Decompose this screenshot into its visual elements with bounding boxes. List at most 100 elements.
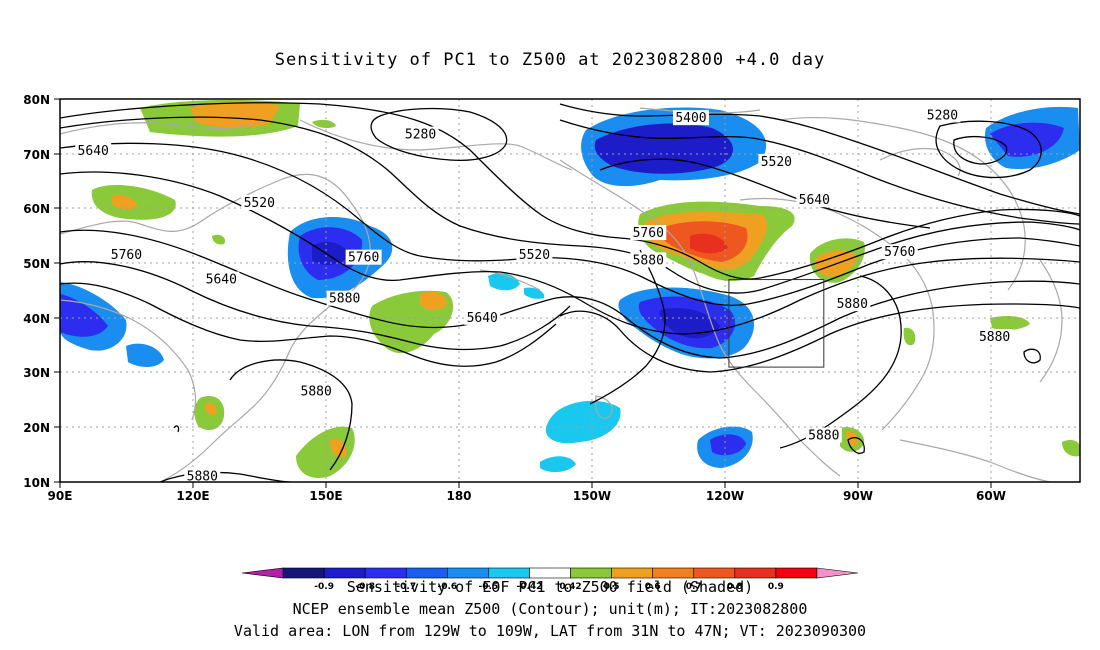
contour-label: 5760: [111, 248, 142, 263]
contour-label: 5640: [206, 273, 237, 288]
lat-tick-label: 60N: [23, 202, 50, 216]
colorbar-high-arrow: [816, 567, 859, 579]
contour-labels: 5280 5400 5280 5640 5520 5520 5640 5760 5760 5760…: [75, 107, 1013, 485]
colorbar-tick-label: 0.6: [645, 582, 661, 592]
contour-label-bg: [326, 290, 363, 306]
contour-label: 5880: [979, 330, 1010, 345]
contour-label-bg: [758, 153, 795, 169]
colorbar-swatch: [405, 567, 448, 579]
colorbar-tick-label: -0.9: [314, 582, 334, 592]
lat-tick-label: 10N: [23, 476, 50, 490]
contour-label-bg: [241, 194, 278, 210]
contour-label-bg: [108, 246, 145, 262]
lat-tick-label: 50N: [23, 257, 50, 271]
lon-tick-label: 60W: [976, 489, 1006, 503]
contour-label: 5880: [808, 428, 839, 443]
footer-line-1: Sensitivity of EOF PC1 to Z500 field (Sh…: [346, 578, 754, 596]
colorbar-tick-label: -0.7: [396, 582, 416, 592]
contour-label-bg: [402, 126, 439, 142]
map-title: Sensitivity of PC1 to Z500 at 2023082800…: [274, 50, 826, 70]
contour-label-bg: [805, 427, 842, 443]
colorbar-tick-label: -0.5: [479, 582, 499, 592]
colorbar-swatch: [775, 567, 818, 579]
lat-tick-label: 30N: [23, 366, 50, 380]
valid-area-box: [728, 279, 825, 368]
colorbar-swatch: [447, 567, 489, 579]
contour-label: 5520: [761, 155, 792, 170]
tick-marks: [54, 98, 992, 488]
contour-label: 5640: [799, 193, 830, 208]
lat-tick-label: 20N: [23, 421, 50, 435]
colorbar: -0.9 -0.8 -0.7 -0.6 -0.5 -0.42 0.42 0.5 0.6 0.7 0.…: [241, 567, 859, 592]
contour-label: 5400: [675, 111, 706, 126]
colorbar-swatch: [529, 567, 571, 579]
contour-label-bg: [345, 249, 382, 265]
contour-label-bg: [630, 225, 667, 241]
contour-label: 5880: [329, 292, 360, 307]
colorbar-tick-label: 0.42: [559, 582, 581, 592]
contour-label-bg: [672, 110, 709, 126]
lat-tick-label: 40N: [23, 312, 50, 326]
contour-label: 5880: [837, 297, 868, 312]
sensitivity-shading: [60, 99, 1080, 478]
colorbar-tick-label: -0.8: [355, 582, 375, 592]
lon-tick-label: 120W: [706, 489, 744, 503]
colorbar-swatch: [734, 567, 777, 579]
contour-label: 5280: [405, 128, 436, 143]
lon-tick-labels: 90E 120E 150E 180 150W 120W 90W 60W: [48, 489, 1006, 503]
contour-label-bg: [976, 329, 1013, 345]
contour-label: 5640: [467, 311, 498, 326]
lat-tick-labels: 80N 70N 60N 50N 40N 30N 20N 10N: [23, 93, 50, 490]
colorbar-swatch: [652, 567, 695, 579]
contour-label: 5520: [244, 196, 275, 211]
colorbar-swatch: [488, 567, 530, 579]
colorbar-tick-label: 0.5: [604, 582, 620, 592]
contour-label-bg: [881, 244, 918, 260]
contour-label-bg: [203, 271, 240, 287]
contour-label-bg: [834, 296, 871, 312]
colorbar-swatch: [323, 567, 366, 579]
contour-label: 5760: [884, 245, 915, 260]
contour-label-bg: [516, 246, 553, 262]
colorbar-tick-label: 0.8: [727, 582, 743, 592]
z500-contours: [60, 102, 1080, 482]
contour-label-bg: [75, 142, 112, 158]
contour-label-bg: [924, 107, 961, 123]
lon-tick-label: 180: [446, 489, 471, 503]
colorbar-tick-label: 0.7: [686, 582, 702, 592]
lon-tick-label: 150E: [309, 489, 342, 503]
contour-label-bg: [630, 252, 667, 268]
contour-label: 5760: [348, 251, 379, 266]
contour-label: 5760: [633, 226, 664, 241]
contour-label-bg: [796, 192, 833, 208]
lon-tick-label: 90E: [48, 489, 73, 503]
contour-label: 5880: [301, 385, 332, 400]
contour-label: 5880: [187, 470, 218, 485]
colorbar-swatch: [570, 567, 612, 579]
contour-label-bg: [464, 309, 501, 325]
lon-tick-label: 150W: [573, 489, 611, 503]
colorbar-low-arrow: [241, 567, 284, 579]
contour-label: 5640: [78, 144, 109, 159]
colorbar-swatch: [611, 567, 653, 579]
colorbar-tick-label: 0.9: [768, 582, 784, 592]
footer-line-2: NCEP ensemble mean Z500 (Contour); unit(…: [292, 600, 808, 618]
map-frame: [59, 98, 1081, 483]
colorbar-tick-label: -0.6: [437, 582, 457, 592]
contour-label: 5520: [519, 248, 550, 263]
lat-tick-label: 80N: [23, 93, 50, 107]
footer-line-3: Valid area: LON from 129W to 109W, LAT f…: [233, 622, 867, 640]
lon-tick-label: 120E: [176, 489, 209, 503]
lat-tick-label: 70N: [23, 148, 50, 162]
contour-label-bg: [298, 383, 335, 399]
contour-label: 5880: [633, 253, 664, 268]
colorbar-swatch: [364, 567, 407, 579]
colorbar-swatch: [693, 567, 736, 579]
grid-lines: [60, 99, 1080, 482]
colorbar-tick-label: -0.42: [516, 582, 542, 592]
colorbar-swatch: [282, 567, 325, 579]
contour-label-bg: [184, 468, 221, 482]
contour-label: 5280: [927, 108, 958, 123]
lon-tick-label: 90W: [843, 489, 873, 503]
